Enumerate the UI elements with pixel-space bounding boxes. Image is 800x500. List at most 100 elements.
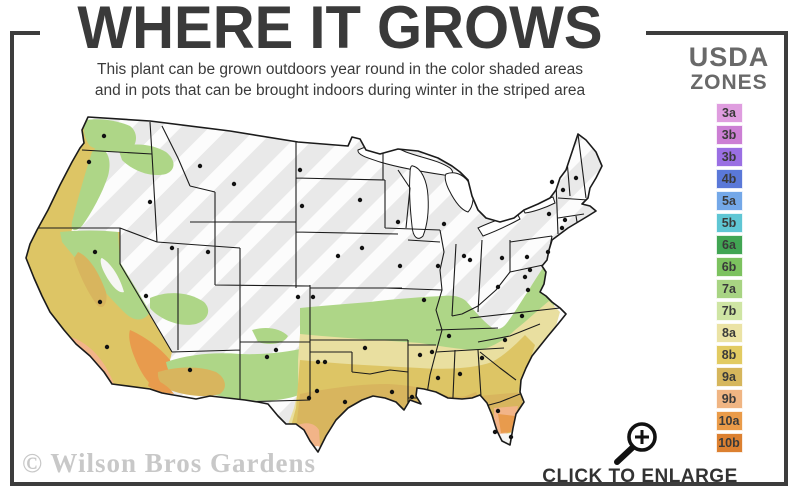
lake-michigan bbox=[409, 165, 429, 239]
city-dot bbox=[492, 429, 498, 435]
city-dot bbox=[295, 294, 301, 300]
region-az-tan bbox=[157, 367, 225, 397]
zone-chip: 5a bbox=[715, 191, 743, 211]
zone-chip: 8a bbox=[715, 323, 743, 343]
city-dot bbox=[86, 159, 92, 165]
city-dot bbox=[335, 253, 341, 259]
region-sierra-white bbox=[100, 258, 124, 293]
region-co-green bbox=[252, 328, 288, 344]
city-dot bbox=[417, 352, 423, 358]
city-dot bbox=[499, 255, 505, 261]
region-wa-green bbox=[83, 119, 136, 153]
region-id-green bbox=[118, 144, 174, 176]
city-dot bbox=[495, 408, 501, 414]
city-dot bbox=[187, 367, 193, 373]
click-to-enlarge-button[interactable]: CLICK TO ENLARGE bbox=[542, 466, 738, 487]
zone-chip-label: 7a bbox=[722, 282, 736, 297]
zone-chip: 9b bbox=[715, 389, 743, 409]
city-dot bbox=[362, 345, 368, 351]
city-dot bbox=[310, 294, 316, 300]
city-dot bbox=[357, 197, 363, 203]
legend-title-usda: USDA bbox=[688, 42, 770, 72]
city-dot bbox=[457, 371, 463, 377]
zone-chip-label: 6b bbox=[721, 260, 737, 275]
city-dot bbox=[322, 359, 328, 365]
city-dot bbox=[299, 203, 305, 209]
zone-list: 3a 3b 3b 4b 5a 5b 6a 6b 7a 7b 8a 8b 9a 9b 10a 10b bbox=[658, 103, 800, 453]
city-dot bbox=[147, 199, 153, 205]
region-green-band bbox=[300, 238, 562, 364]
city-dot bbox=[97, 299, 103, 305]
city-dot bbox=[546, 211, 552, 217]
city-dot bbox=[461, 253, 467, 259]
zone-chip: 7b bbox=[715, 301, 743, 321]
zone-chip-label: 9b bbox=[721, 392, 737, 407]
city-dot bbox=[519, 313, 525, 319]
city-dot bbox=[314, 388, 320, 394]
city-dot bbox=[562, 217, 568, 223]
city-dot bbox=[495, 284, 501, 290]
city-dot bbox=[104, 344, 110, 350]
zone-chip: 5b bbox=[715, 213, 743, 233]
region-ca-green bbox=[60, 230, 150, 320]
city-dot bbox=[545, 249, 551, 255]
subtitle: This plant can be grown outdoors year ro… bbox=[30, 60, 650, 102]
city-dot bbox=[205, 249, 211, 255]
watermark: © Wilson Bros Gardens bbox=[22, 448, 316, 478]
zone-chip: 10b bbox=[715, 433, 743, 453]
zone-chip-label: 3b bbox=[721, 150, 737, 165]
frame-border-right bbox=[784, 31, 788, 486]
frame-border-left bbox=[10, 31, 14, 486]
zone-chip: 8b bbox=[715, 345, 743, 365]
usda-zones-legend: USDA ZONES 3a 3b 3b 4b 5a 5b 6a 6b 7a 7b 8a 8b 9a 9b 1… bbox=[658, 44, 800, 455]
region-az-orange bbox=[148, 378, 174, 394]
zone-chip-label: 5b bbox=[721, 216, 737, 231]
region-or-green bbox=[71, 146, 110, 231]
region-ca-valley-tan bbox=[74, 252, 107, 308]
city-dot bbox=[169, 245, 175, 251]
us-zone-map[interactable] bbox=[15, 110, 615, 462]
city-dot bbox=[409, 394, 415, 400]
zone-chip-label: 3b bbox=[721, 128, 737, 143]
zone-chip: 9a bbox=[715, 367, 743, 387]
city-dots bbox=[86, 133, 579, 440]
page-title: WHERE IT GROWS bbox=[77, 0, 603, 62]
frame-border-top-right bbox=[646, 31, 788, 35]
city-dot bbox=[508, 434, 514, 440]
city-dot bbox=[197, 163, 203, 169]
legend-title-zones: ZONES bbox=[690, 71, 768, 94]
city-dot bbox=[297, 167, 303, 173]
region-fl-orange bbox=[498, 414, 515, 433]
zone-chip-label: 3a bbox=[722, 106, 736, 121]
zone-chip-label: 8b bbox=[721, 348, 737, 363]
city-dot bbox=[479, 355, 485, 361]
zone-chip: 10a bbox=[715, 411, 743, 431]
zone-chip: 3a bbox=[715, 103, 743, 123]
city-dot bbox=[446, 333, 452, 339]
city-dot bbox=[527, 267, 533, 273]
zone-chip: 3b bbox=[715, 125, 743, 145]
city-dot bbox=[389, 389, 395, 395]
city-dot bbox=[359, 245, 365, 251]
city-dot bbox=[441, 221, 447, 227]
city-dot bbox=[525, 287, 531, 293]
city-dot bbox=[549, 179, 555, 185]
city-dot bbox=[522, 274, 528, 280]
city-dot bbox=[429, 349, 435, 355]
city-dot bbox=[524, 254, 530, 260]
magnifier-plus-icon[interactable] bbox=[608, 420, 660, 468]
city-dot bbox=[306, 395, 312, 401]
zone-chip-label: 7b bbox=[721, 304, 737, 319]
zone-chip-label: 6a bbox=[722, 238, 736, 253]
zone-chip: 6a bbox=[715, 235, 743, 255]
city-dot bbox=[315, 359, 321, 365]
subtitle-line-2: and in pots that can be brought indoors … bbox=[94, 81, 586, 99]
city-dot bbox=[467, 257, 473, 263]
zone-chip-label: 9a bbox=[722, 370, 736, 385]
city-dot bbox=[231, 181, 237, 187]
subtitle-line-1: This plant can be grown outdoors year ro… bbox=[97, 61, 583, 78]
city-dot bbox=[143, 293, 149, 299]
city-dot bbox=[573, 175, 579, 181]
zone-chip-label: 5a bbox=[722, 194, 736, 209]
region-nv-ut-green bbox=[150, 293, 209, 325]
